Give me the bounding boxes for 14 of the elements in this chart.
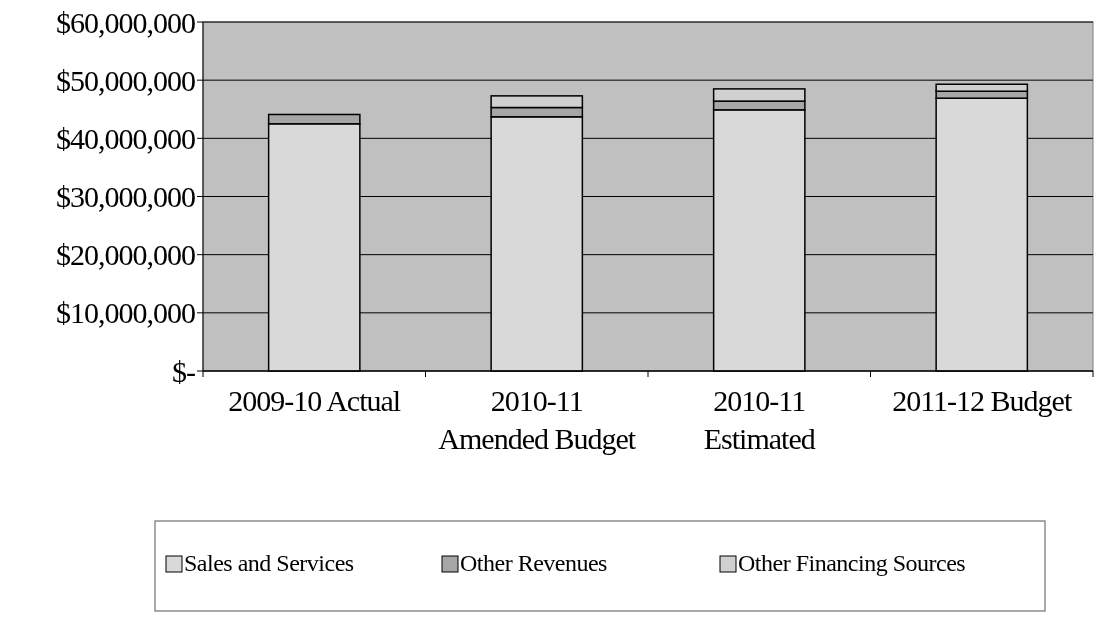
y-tick-label: $40,000,000 — [56, 121, 195, 155]
x-tick-label: 2011-12 Budget — [892, 384, 1073, 417]
legend-label: Other Revenues — [460, 550, 608, 576]
y-tick-label: $60,000,000 — [56, 5, 195, 39]
x-tick-label: 2010-11 Estimated — [703, 384, 816, 455]
x-tick-label: 2010-11 Amended Budget — [438, 384, 637, 455]
legend-label: Other Financing Sources — [738, 550, 966, 576]
y-tick-label: $20,000,000 — [56, 238, 195, 272]
y-tick-label: $50,000,000 — [56, 63, 195, 97]
y-tick-label: $10,000,000 — [56, 296, 195, 330]
y-tick-label: $30,000,000 — [56, 180, 195, 213]
legend-label: Sales and Services — [184, 550, 354, 576]
y-tick-label: $- — [172, 354, 195, 388]
x-tick-label: 2009-10 Actual — [228, 384, 401, 417]
